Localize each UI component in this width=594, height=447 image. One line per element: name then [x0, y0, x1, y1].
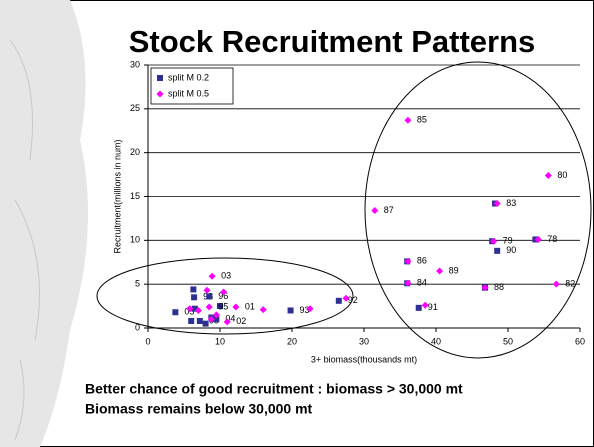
- fish-texture: [9, 39, 40, 441]
- point-label: 04: [225, 314, 235, 324]
- point-label: 95: [218, 301, 228, 311]
- x-tick-label: 50: [503, 336, 513, 346]
- point-label: 87: [384, 205, 394, 215]
- point: [157, 75, 163, 81]
- point: [191, 294, 198, 301]
- point: [421, 301, 429, 309]
- point: [213, 316, 220, 323]
- point: [534, 235, 542, 243]
- x-tick-label: 0: [145, 336, 150, 346]
- point-label: 86: [417, 256, 427, 266]
- high-cluster-ellipse: [364, 61, 592, 359]
- x-tick-label: 60: [575, 336, 585, 346]
- point: [335, 297, 342, 304]
- point-label: 78: [547, 234, 557, 244]
- point: [371, 207, 379, 215]
- legend-label: split M 0.2: [168, 72, 209, 82]
- x-tick-label: 30: [359, 336, 369, 346]
- point: [217, 303, 223, 310]
- point: [490, 237, 498, 245]
- point-label: 89: [449, 265, 459, 275]
- point: [156, 90, 164, 98]
- point-label: 88: [494, 282, 504, 292]
- y-tick-label: 5: [135, 279, 140, 289]
- point-label: 01: [245, 301, 255, 311]
- y-tick-label: 20: [130, 147, 140, 157]
- point: [259, 306, 267, 314]
- point-label: 80: [557, 170, 567, 180]
- y-tick-label: 15: [130, 191, 140, 201]
- point: [194, 306, 202, 314]
- point: [207, 315, 215, 323]
- point: [306, 305, 314, 313]
- fish-decoration: [0, 0, 88, 447]
- note: Biomass remains below 30,000 mt: [85, 401, 313, 417]
- point-label: 92: [348, 295, 358, 305]
- point: [342, 294, 350, 302]
- y-tick-label: 30: [130, 59, 140, 69]
- point-label: 85: [417, 115, 427, 125]
- point-label: 79: [503, 236, 513, 246]
- point: [188, 317, 195, 324]
- point: [404, 257, 412, 265]
- point: [232, 303, 240, 311]
- point-label: 02: [236, 316, 246, 326]
- point-label: 96: [218, 291, 228, 301]
- point: [404, 279, 412, 287]
- point: [544, 171, 552, 179]
- point-label: 91: [428, 302, 438, 312]
- point-label: 93: [300, 305, 310, 315]
- point: [203, 286, 211, 294]
- point: [190, 286, 197, 293]
- point: [220, 288, 228, 296]
- low-cluster-ellipse: [96, 257, 354, 335]
- point: [205, 303, 213, 311]
- point-label: 84: [417, 278, 427, 288]
- y-tick-label: 25: [130, 103, 140, 113]
- point: [287, 307, 294, 314]
- x-tick-label: 40: [431, 336, 441, 346]
- legend-box: [150, 67, 234, 105]
- point: [436, 267, 444, 275]
- point: [494, 247, 501, 254]
- point: [481, 284, 489, 292]
- point: [212, 311, 220, 319]
- x-axis-label: 3+ biomass(thousands mt): [311, 354, 417, 364]
- point: [186, 305, 194, 313]
- note: Better chance of good recruitment : biom…: [85, 381, 463, 397]
- point: [223, 318, 231, 326]
- y-axis-label: Recruitment(millions in num): [112, 139, 122, 253]
- point: [196, 317, 203, 324]
- x-tick-label: 20: [287, 336, 297, 346]
- point: [206, 293, 213, 300]
- slide-title: Stock Recruitment Patterns: [129, 24, 536, 59]
- point: [202, 320, 209, 327]
- y-tick-label: 10: [130, 235, 140, 245]
- point-label: 82: [565, 279, 575, 289]
- legend-label: split M 0.5: [168, 88, 209, 98]
- point: [415, 304, 422, 311]
- point: [552, 280, 560, 288]
- point: [208, 272, 216, 280]
- point: [493, 200, 501, 208]
- point-label: 90: [506, 245, 516, 255]
- point-label: 83: [506, 198, 516, 208]
- point: [172, 309, 179, 316]
- point-label: 03: [221, 271, 231, 281]
- point: [191, 305, 198, 312]
- x-tick-label: 10: [215, 336, 225, 346]
- y-tick-label: 0: [135, 322, 140, 332]
- point: [404, 116, 412, 124]
